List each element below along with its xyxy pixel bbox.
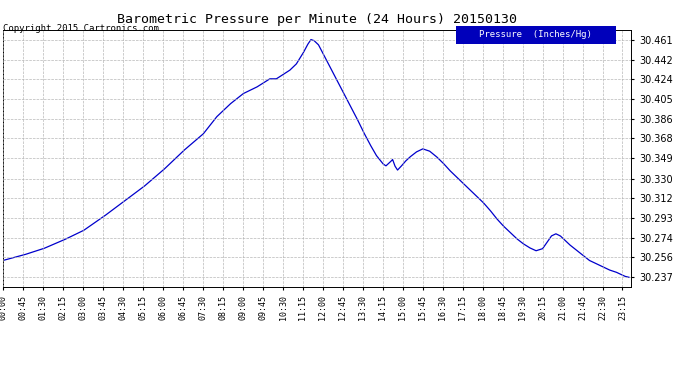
Text: Barometric Pressure per Minute (24 Hours) 20150130: Barometric Pressure per Minute (24 Hours… [117, 13, 518, 26]
Text: Copyright 2015 Cartronics.com: Copyright 2015 Cartronics.com [3, 24, 159, 33]
